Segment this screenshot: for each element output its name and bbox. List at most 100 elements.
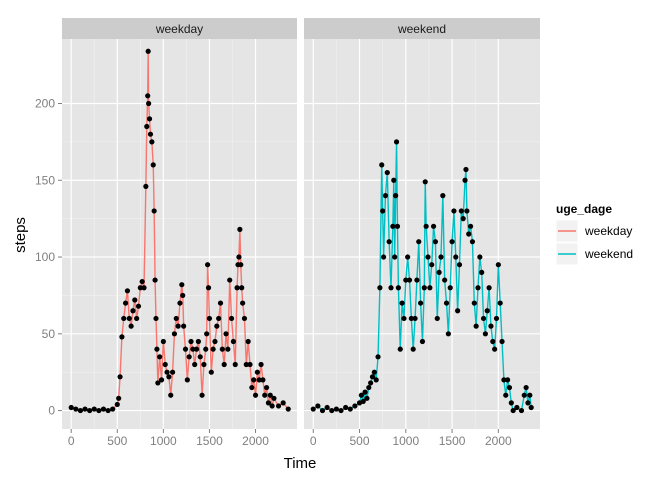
facet-strip-weekday	[62, 18, 297, 39]
data-point-weekend	[421, 285, 427, 291]
data-point-weekday	[206, 315, 213, 322]
data-point-weekend	[392, 254, 398, 260]
data-point-weekday	[82, 406, 88, 412]
data-point-weekend	[360, 398, 366, 404]
data-point-weekday	[96, 407, 102, 414]
data-point-weekday	[100, 406, 107, 412]
data-point-weekend	[492, 346, 498, 352]
data-point-weekday	[122, 300, 129, 306]
data-point-weekend	[499, 338, 505, 345]
legend-label-weekday: weekday	[584, 224, 632, 238]
data-point-weekend	[490, 338, 496, 345]
data-point-weekday	[169, 369, 176, 375]
data-point-weekend	[399, 300, 405, 306]
data-point-weekend	[462, 177, 468, 183]
panel-weekend	[304, 39, 540, 429]
data-point-weekend	[425, 254, 431, 260]
data-point-weekend	[347, 406, 353, 412]
data-point-weekday	[153, 315, 159, 322]
data-point-weekday	[193, 346, 200, 352]
data-point-weekend	[403, 277, 409, 283]
data-point-weekday	[238, 262, 244, 268]
x-tick-label: 2000	[485, 434, 512, 448]
data-point-weekend	[445, 331, 451, 337]
data-point-weekend	[449, 239, 455, 245]
data-point-weekend	[384, 169, 390, 176]
data-point-weekday	[158, 377, 165, 383]
x-tick-label: 1500	[439, 434, 466, 448]
data-point-weekend	[388, 285, 394, 291]
data-point-weekday	[260, 377, 266, 383]
data-point-weekend	[414, 277, 420, 283]
data-point-weekday	[269, 403, 275, 409]
data-point-weekend	[453, 254, 459, 260]
y-tick-label: 100	[35, 250, 55, 264]
data-point-weekend	[523, 384, 529, 391]
data-point-weekend	[464, 208, 470, 214]
x-tick-label: 1000	[150, 434, 177, 448]
data-point-weekend	[527, 392, 533, 398]
data-point-weekday	[245, 338, 251, 345]
data-point-weekday	[91, 406, 97, 412]
data-point-weekend	[391, 177, 397, 183]
y-axis-title: steps	[12, 217, 29, 253]
data-point-weekend	[440, 193, 446, 199]
data-point-weekday	[219, 346, 225, 352]
data-point-weekend	[358, 392, 364, 398]
data-point-weekday	[254, 369, 260, 375]
data-point-weekday	[175, 323, 181, 329]
data-point-weekday	[208, 369, 214, 375]
legend-label-weekend: weekend	[584, 247, 633, 261]
data-point-weekday	[199, 392, 205, 398]
data-point-weekday	[275, 403, 282, 409]
data-point-weekend	[366, 384, 372, 391]
data-point-weekday	[171, 331, 178, 337]
data-point-weekday	[149, 139, 155, 145]
data-point-weekday	[180, 292, 186, 299]
data-point-weekday	[166, 374, 172, 380]
x-tick-label: 0	[310, 434, 317, 448]
data-point-weekend	[410, 346, 416, 352]
data-point-weekend	[377, 285, 383, 291]
data-point-weekday	[157, 354, 163, 360]
y-tick-label: 0	[48, 404, 55, 418]
data-point-weekend	[324, 404, 330, 411]
data-point-weekday	[258, 361, 264, 368]
data-point-weekend	[442, 277, 448, 283]
data-point-weekend	[397, 346, 403, 352]
data-point-weekend	[406, 277, 413, 283]
data-point-weekend	[416, 239, 422, 245]
data-point-weekday	[216, 315, 222, 322]
data-point-weekday	[132, 297, 138, 303]
data-point-weekday	[119, 334, 125, 340]
data-point-weekday	[130, 308, 136, 314]
data-point-weekday	[168, 392, 174, 398]
data-point-weekend	[469, 239, 476, 245]
data-point-weekday	[221, 361, 227, 368]
data-point-weekday	[147, 131, 154, 137]
data-point-weekday	[155, 380, 161, 386]
data-point-weekday	[247, 361, 253, 368]
data-point-weekend	[386, 239, 392, 245]
data-point-weekday	[151, 208, 157, 214]
data-point-weekday	[135, 303, 142, 309]
data-point-weekend	[495, 262, 501, 268]
data-point-weekend	[467, 223, 474, 229]
data-point-weekday	[162, 361, 168, 368]
data-point-weekend	[380, 208, 386, 214]
data-point-weekend	[405, 254, 411, 260]
data-point-weekend	[514, 404, 520, 411]
y-axis: 0 50 100 150 200	[35, 96, 62, 418]
data-point-weekday	[139, 278, 145, 285]
data-point-weekend	[473, 323, 479, 329]
data-point-weekend	[438, 254, 444, 260]
data-point-weekend	[482, 331, 488, 337]
data-point-weekday	[77, 407, 84, 414]
x-axis-title: Time	[284, 455, 317, 472]
data-point-weekend	[382, 193, 389, 199]
data-point-weekday	[237, 226, 243, 232]
data-point-weekday	[190, 346, 196, 352]
data-point-weekend	[362, 389, 368, 395]
data-point-weekday	[201, 361, 207, 368]
data-point-weekend	[506, 384, 513, 391]
